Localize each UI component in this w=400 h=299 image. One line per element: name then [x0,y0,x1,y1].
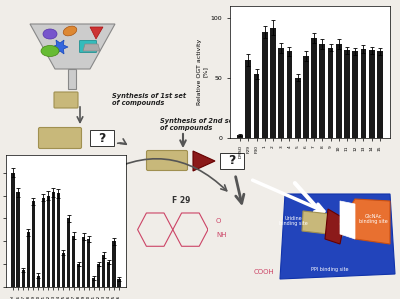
Bar [82,237,85,287]
Y-axis label: Relative OGT activity
[%]: Relative OGT activity [%] [197,39,208,105]
Bar [278,48,284,138]
Bar [286,51,292,138]
Bar [117,279,120,287]
Bar [32,201,35,287]
Polygon shape [325,209,345,244]
Bar [12,173,15,287]
Text: GlcNAc
binding site: GlcNAc binding site [359,213,387,225]
Bar [77,264,80,287]
Bar [377,51,383,138]
Polygon shape [340,201,355,239]
Ellipse shape [41,45,59,57]
Bar [246,60,251,138]
Ellipse shape [43,29,57,39]
Bar [36,276,40,287]
Bar [67,218,70,287]
Bar [57,193,60,287]
Bar [311,38,317,138]
Bar [42,198,45,287]
Polygon shape [193,151,215,171]
Bar [295,78,300,138]
Bar [262,32,268,138]
Bar [320,44,325,138]
Polygon shape [90,27,103,39]
Bar [22,270,25,287]
Bar [52,192,55,287]
Bar [344,50,350,138]
Polygon shape [302,211,330,234]
Bar [102,255,106,287]
Bar [97,264,100,287]
Bar [352,51,358,138]
FancyBboxPatch shape [220,153,244,169]
Bar [26,232,30,287]
Text: Uridine
binding site: Uridine binding site [279,216,307,226]
FancyBboxPatch shape [146,150,188,170]
Text: O: O [216,218,221,224]
Bar [369,50,374,138]
Text: F 29: F 29 [172,196,191,205]
Bar [112,241,116,287]
Text: COOH: COOH [254,269,274,275]
Bar [360,49,366,138]
Bar [107,262,110,287]
Bar [72,236,75,287]
Bar [16,192,20,287]
Polygon shape [340,199,390,244]
Bar [270,28,276,138]
Bar [336,44,342,138]
Text: NH: NH [216,232,226,238]
Text: ?: ? [98,132,106,144]
Bar [303,56,309,138]
Bar [47,196,50,287]
Bar [87,239,90,287]
Polygon shape [52,40,68,54]
Polygon shape [280,194,395,279]
Polygon shape [30,24,115,69]
FancyBboxPatch shape [80,40,96,53]
FancyArrowPatch shape [295,183,342,236]
Text: PPI binding site: PPI binding site [311,266,349,271]
Bar [62,253,65,287]
FancyArrowPatch shape [295,183,340,234]
Bar [254,74,260,138]
Bar [237,135,243,138]
Bar [328,48,334,138]
Polygon shape [83,44,100,51]
Text: ?: ? [228,155,236,167]
Ellipse shape [63,26,77,36]
FancyBboxPatch shape [54,92,78,108]
Bar [92,278,96,287]
Text: Synthesis of 2nd set
of compounds: Synthesis of 2nd set of compounds [160,118,236,131]
FancyBboxPatch shape [90,130,114,146]
FancyBboxPatch shape [38,127,82,149]
Text: Synthesis of 1st set
of compounds: Synthesis of 1st set of compounds [112,92,186,106]
Polygon shape [68,69,76,89]
